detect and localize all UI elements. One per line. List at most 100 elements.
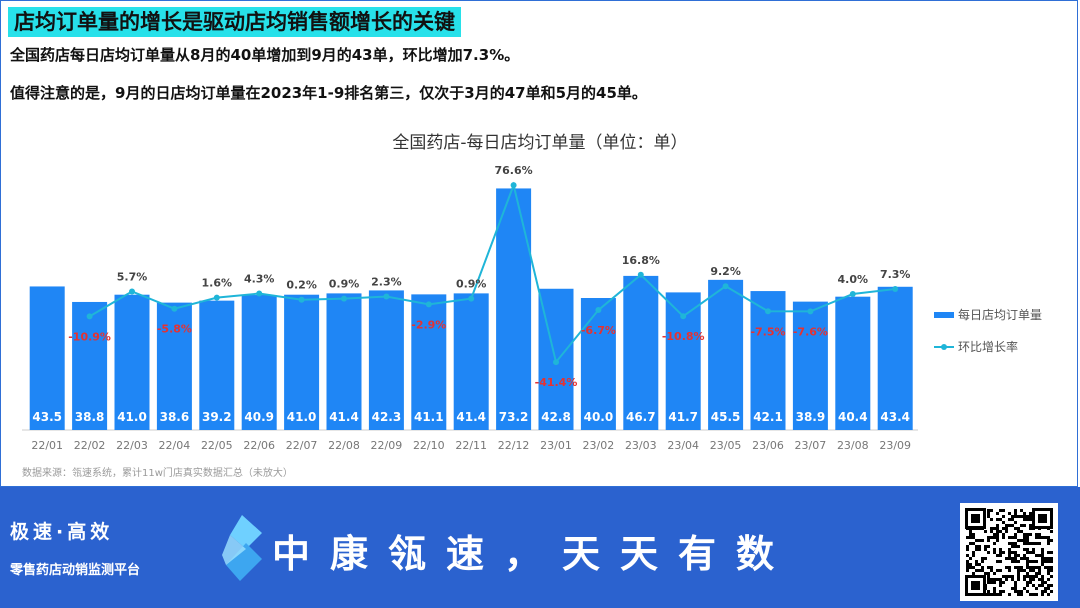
growth-rate-label: 5.7% — [117, 270, 148, 283]
growth-rate-label: 16.8% — [622, 254, 660, 267]
growth-rate-label: 0.2% — [286, 279, 317, 292]
bar-23-05 — [708, 279, 744, 430]
growth-rate-point — [892, 286, 899, 293]
bar-value-label: 41.0 — [287, 410, 317, 424]
growth-rate-label: 2.3% — [371, 276, 402, 289]
bar-22-09 — [368, 290, 404, 430]
source-note: 数据来源：瓴速系统，累计11w门店真实数据汇总（未放大） — [22, 468, 293, 479]
growth-rate-label: 76.6% — [495, 164, 533, 177]
bar-value-label: 38.9 — [796, 410, 826, 424]
bar-value-label: 43.4 — [880, 410, 910, 424]
bar-value-label: 43.5 — [32, 410, 62, 424]
growth-rate-point — [765, 308, 771, 315]
x-tick-label: 22/04 — [159, 439, 191, 452]
x-tick-label: 23/03 — [625, 439, 657, 452]
x-tick-label: 22/11 — [455, 439, 487, 452]
growth-rate-label: -7.6% — [793, 325, 828, 338]
bar-value-label: 42.8 — [541, 410, 571, 424]
x-tick-label: 22/03 — [116, 439, 148, 452]
x-tick-label: 23/04 — [667, 439, 699, 452]
growth-rate-label: -5.8% — [157, 323, 192, 336]
growth-rate-point — [510, 182, 517, 189]
bar-value-label: 41.7 — [668, 410, 698, 424]
x-tick-label: 23/09 — [879, 439, 911, 452]
bar-22-11 — [453, 293, 489, 430]
growth-rate-label: 4.3% — [244, 273, 275, 286]
growth-rate-label: 4.0% — [838, 273, 869, 286]
growth-rate-label: -6.7% — [581, 324, 616, 337]
growth-rate-point — [849, 291, 856, 297]
bar-value-label: 42.1 — [753, 410, 783, 424]
bar-value-label: 41.4 — [329, 410, 359, 424]
bar-value-label: 73.2 — [499, 410, 529, 424]
bar-value-label: 38.6 — [160, 410, 190, 424]
headline: 店均订单量的增长是驱动店均销售额增长的关键 — [8, 7, 461, 37]
bar-22-04 — [156, 302, 192, 430]
bar-22-07 — [284, 294, 320, 430]
bar-value-label: 41.1 — [414, 410, 444, 424]
growth-rate-label: -41.4% — [535, 376, 578, 389]
growth-rate-point — [256, 290, 263, 297]
growth-rate-point — [213, 294, 220, 301]
x-tick-label: 22/01 — [31, 439, 63, 452]
bar-23-09 — [877, 286, 913, 430]
growth-rate-label: 7.3% — [880, 268, 911, 281]
legend-line-marker — [941, 344, 947, 350]
bar-23-08 — [835, 296, 871, 430]
bar-23-02 — [580, 298, 616, 430]
growth-rate-point — [680, 313, 687, 320]
x-tick-label: 23/01 — [540, 439, 572, 452]
bar-value-label: 40.9 — [244, 410, 274, 424]
growth-rate-label: -2.9% — [411, 318, 446, 331]
slogan-primary: 极速·高效 — [10, 521, 114, 543]
x-tick-label: 22/06 — [243, 439, 275, 452]
slogan-secondary: 零售药店动销监测平台 — [10, 563, 141, 578]
bar-22-05 — [199, 300, 235, 430]
x-tick-label: 22/08 — [328, 439, 360, 452]
content-frame — [0, 0, 1078, 487]
growth-rate-point — [722, 283, 729, 290]
chart-title: 全国药店-每日店均订单量（单位：单） — [392, 133, 688, 153]
order-volume-chart: 43.5 22/01 38.8 22/02 41.0 22/03 38.6 22/04 39.2… — [22, 164, 1042, 452]
growth-rate-point — [553, 359, 559, 366]
summary-line-2: 值得注意的是，9月的日店均订单量在2023年1-9排名第三，仅次于3月的47单和… — [10, 84, 647, 102]
x-tick-label: 22/05 — [201, 439, 233, 452]
growth-rate-point — [129, 288, 135, 295]
growth-rate-point — [383, 293, 390, 300]
growth-rate-label: 0.9% — [456, 278, 487, 291]
growth-rate-point — [298, 296, 305, 303]
growth-rate-label: -10.8% — [662, 330, 705, 343]
bar-23-07 — [792, 301, 828, 430]
bar-value-label: 41.0 — [117, 410, 147, 424]
bar-22-03 — [114, 294, 150, 430]
growth-rate-label: 9.2% — [710, 265, 741, 278]
x-tick-label: 23/06 — [752, 439, 784, 452]
x-tick-label: 23/05 — [710, 439, 742, 452]
growth-rate-label: 1.6% — [202, 277, 233, 290]
growth-rate-point — [807, 308, 814, 315]
growth-rate-line — [89, 181, 896, 365]
x-tick-label: 22/10 — [413, 439, 445, 452]
qr-code-icon — [960, 503, 1058, 601]
x-tick-label: 23/07 — [795, 439, 827, 452]
bar-value-label: 39.2 — [202, 410, 232, 424]
summary-line-1: 全国药店每日店均订单量从8月的40单增加到9月的43单，环比增加7.3%。 — [10, 46, 520, 64]
bar-22-08 — [326, 293, 362, 430]
x-tick-label: 22/02 — [74, 439, 106, 452]
growth-rate-label: -10.9% — [68, 330, 111, 343]
growth-rate-point — [341, 295, 347, 302]
legend-line-label: 环比增长率 — [958, 339, 1018, 354]
x-tick-label: 22/09 — [371, 439, 403, 452]
growth-rate-point — [425, 301, 432, 308]
brand-slogan: 中康瓴速，天天有数 — [272, 532, 795, 576]
bar-value-label: 40.0 — [584, 410, 614, 424]
bar-22-10 — [411, 294, 447, 430]
x-tick-label: 23/02 — [583, 439, 615, 452]
growth-rate-point — [171, 305, 178, 312]
legend-bar-label: 每日店均订单量 — [958, 307, 1042, 322]
growth-rate-point — [86, 313, 93, 320]
bar-value-label: 45.5 — [711, 410, 741, 424]
growth-rate-point — [595, 307, 602, 314]
brand-logo-icon — [222, 515, 262, 581]
footer-banner: 极速·高效 零售药店动销监测平台 中康瓴速，天天有数 — [0, 487, 1080, 608]
